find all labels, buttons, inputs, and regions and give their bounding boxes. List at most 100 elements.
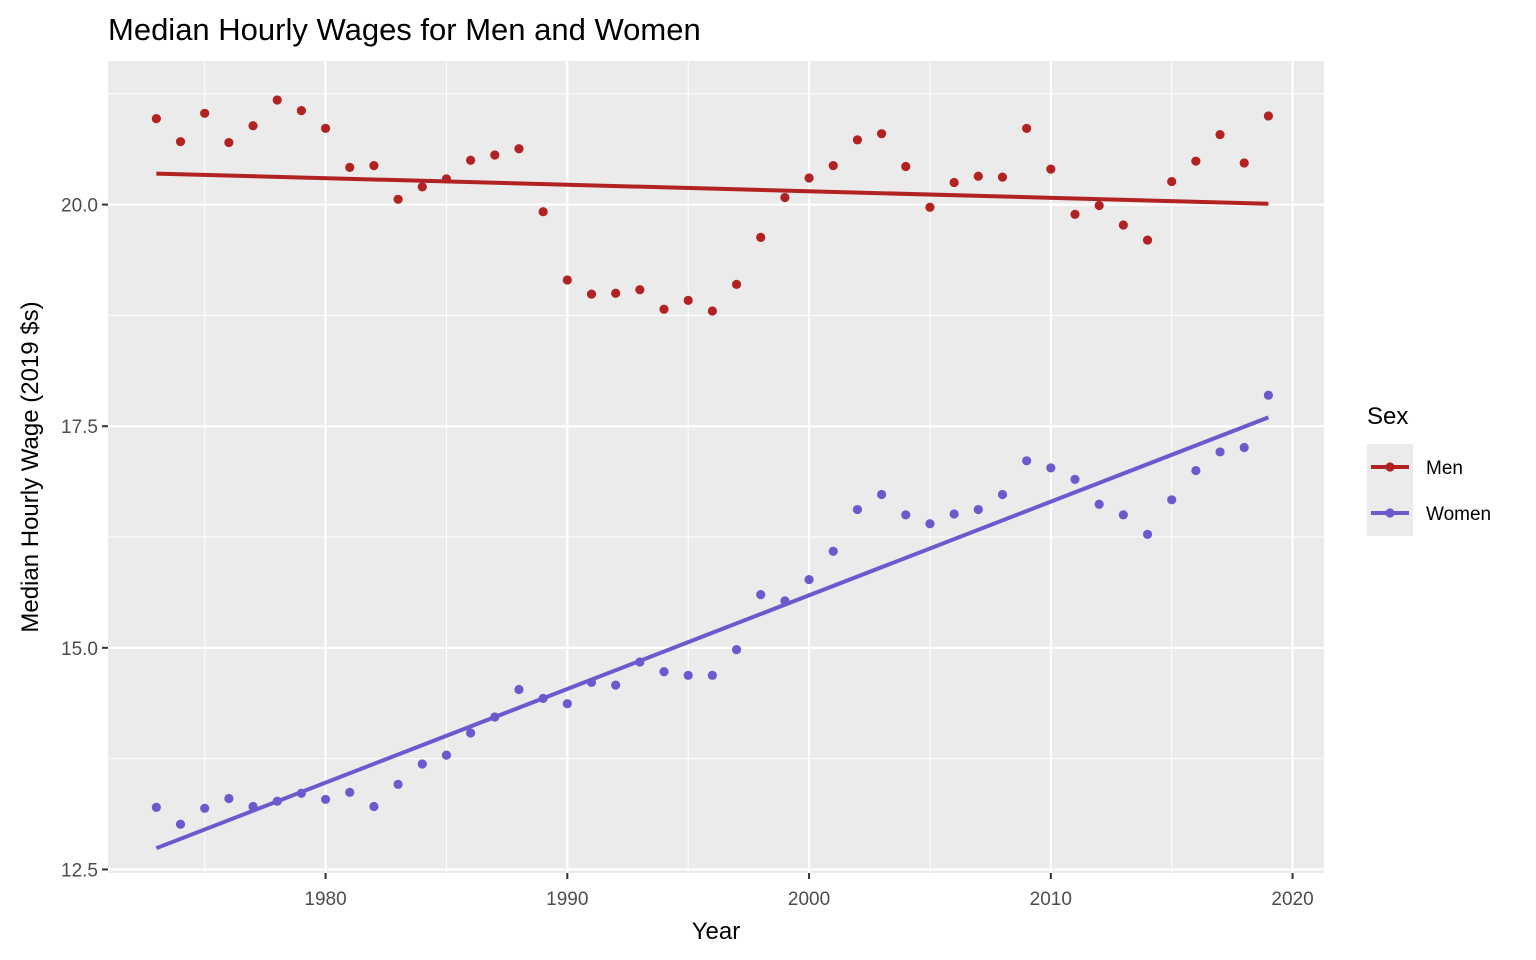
legend: Sex Men Women [1367, 403, 1491, 536]
data-point-women [272, 796, 282, 806]
trend-line-women [155, 415, 1270, 851]
data-point-men [780, 192, 790, 203]
data-point-men [683, 295, 693, 305]
x-tick-label: 1980 [304, 889, 346, 910]
data-point-men [345, 162, 355, 172]
data-point-women [780, 596, 790, 606]
y-axis: 12.5 15.0 17.5 20.0 [61, 196, 108, 881]
data-point-women [1142, 529, 1153, 539]
data-point-men [200, 108, 210, 118]
data-point-women [224, 793, 234, 804]
y-tick-label: 12.5 [61, 860, 98, 881]
data-point-men [1263, 111, 1273, 121]
data-point-men [1191, 156, 1201, 166]
data-point-women [175, 819, 186, 829]
data-point-men [876, 129, 887, 139]
data-point-men [1215, 129, 1225, 140]
data-point-women [1215, 447, 1225, 457]
data-point-women [707, 670, 717, 680]
data-point-women [490, 712, 500, 722]
data-point-men [949, 177, 959, 188]
data-point-men [707, 306, 717, 316]
data-point-men [1142, 235, 1153, 245]
data-point-men [248, 121, 258, 131]
data-point-men [997, 172, 1008, 182]
data-point-women [635, 657, 645, 667]
trend-lines [155, 171, 1270, 851]
data-point-women [1070, 474, 1080, 485]
data-point-women [514, 684, 524, 695]
data-point-men [804, 173, 814, 183]
data-point-men [417, 182, 427, 192]
data-point-men [1046, 164, 1056, 174]
data-point-women [369, 801, 379, 812]
data-point-men [1070, 209, 1080, 219]
data-point-women [248, 801, 258, 812]
y-axis-title: Median Hourly Wage (2019 $s) [17, 301, 44, 632]
data-point-men [490, 150, 500, 160]
data-point-women [151, 802, 161, 813]
data-point-men [973, 171, 983, 181]
data-point-women [538, 693, 548, 703]
data-point-men [224, 137, 234, 148]
data-point-women [345, 787, 355, 797]
x-axis-title: Year [692, 918, 741, 945]
data-point-women [731, 645, 742, 655]
data-point-men [514, 144, 524, 154]
data-point-men [466, 155, 476, 165]
data-point-men [1094, 200, 1104, 211]
data-point-women [901, 510, 911, 520]
legend-label-women: Women [1426, 504, 1491, 525]
data-point-men [731, 279, 742, 289]
data-point-women [562, 699, 572, 709]
data-point-women [466, 728, 476, 738]
y-tick-label: 15.0 [61, 639, 98, 660]
data-point-women [804, 574, 814, 585]
data-point-men [151, 114, 161, 124]
legend-key-point [1385, 462, 1395, 472]
data-point-women [1191, 465, 1201, 476]
data-point-women [683, 670, 693, 680]
data-point-men [441, 174, 452, 184]
data-point-men [1167, 176, 1177, 187]
data-point-men [756, 232, 766, 243]
data-point-women [659, 667, 669, 677]
trend-line-men [156, 171, 1269, 206]
data-point-men [538, 207, 548, 217]
data-point-women [1046, 463, 1056, 473]
x-tick-label: 2010 [1030, 889, 1072, 910]
data-point-women [586, 677, 597, 688]
data-point-men [611, 288, 621, 298]
y-tick-label: 17.5 [61, 417, 98, 438]
x-tick-label: 2000 [788, 889, 830, 910]
data-point-women [1094, 499, 1104, 509]
legend-label-men: Men [1426, 458, 1463, 479]
data-point-men [1239, 158, 1249, 168]
data-point-men [828, 161, 838, 171]
data-point-men [175, 137, 186, 147]
legend-title: Sex [1367, 403, 1408, 430]
x-tick-label: 2020 [1271, 889, 1313, 910]
data-point-women [1239, 442, 1249, 453]
data-point-men [393, 194, 403, 204]
data-point-men [320, 123, 331, 133]
legend-key-point [1385, 508, 1395, 518]
data-point-women [949, 509, 959, 519]
data-point-women [296, 788, 306, 798]
data-point-women [973, 504, 983, 515]
data-point-women [1118, 510, 1128, 520]
data-point-men [1022, 123, 1032, 133]
data-point-men [659, 304, 669, 314]
data-point-men [369, 161, 379, 171]
data-point-men [296, 106, 306, 116]
data-point-women [611, 680, 621, 690]
plot-panel [108, 61, 1324, 873]
data-point-women [876, 489, 887, 500]
data-point-women [320, 794, 331, 805]
data-point-women [417, 759, 427, 769]
data-points [151, 95, 1273, 829]
data-point-women [1263, 390, 1273, 400]
data-point-men [635, 285, 645, 295]
data-point-women [393, 779, 403, 789]
